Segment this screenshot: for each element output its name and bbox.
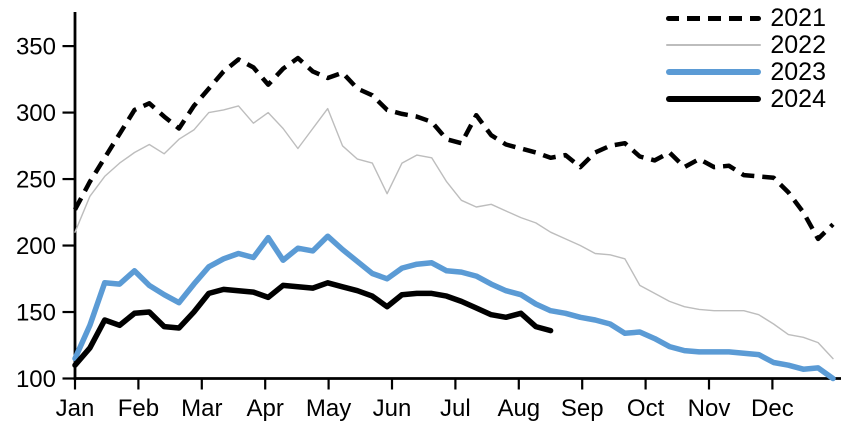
x-tick-label: Aug	[497, 395, 540, 422]
legend-item-2024: 2024	[666, 86, 826, 112]
y-tick-label: 250	[16, 167, 56, 194]
x-tick-label: Apr	[247, 395, 284, 422]
legend-line-sample-2023	[666, 69, 762, 75]
x-tick-label: Sep	[561, 395, 604, 422]
legend-item-2022: 2022	[666, 32, 826, 58]
series-line-2023	[72, 233, 836, 382]
y-tick-label: 150	[16, 300, 56, 327]
legend-label-2023: 2023	[770, 57, 826, 86]
legend-label-2024: 2024	[770, 84, 826, 113]
series-line-2021	[73, 55, 835, 242]
x-tick-label: Jul	[440, 395, 471, 422]
x-tick-label: Feb	[118, 395, 159, 422]
legend-item-2023: 2023	[666, 59, 826, 85]
legend-line-sample-2021	[666, 15, 762, 21]
y-tick-label: 300	[16, 100, 56, 127]
x-tick-label: Nov	[688, 395, 731, 422]
legend-label-2022: 2022	[770, 30, 826, 59]
series-line-2022	[74, 105, 834, 360]
x-tick-label: Oct	[627, 395, 665, 422]
x-tick-label: Mar	[181, 395, 222, 422]
x-tick-label: Jan	[56, 395, 95, 422]
x-tick-label: Dec	[751, 395, 794, 422]
legend-line-sample-2022	[666, 44, 762, 46]
y-tick-label: 100	[16, 366, 56, 393]
series-line-2024	[72, 280, 554, 368]
legend: 2021 2022 2023 2024	[666, 5, 826, 112]
x-tick-label: Jun	[373, 395, 412, 422]
legend-item-2021: 2021	[666, 5, 826, 31]
y-tick-label: 350	[16, 34, 56, 61]
y-tick-label: 200	[16, 233, 56, 260]
legend-label-2021: 2021	[770, 3, 826, 32]
legend-line-sample-2024	[666, 96, 762, 102]
x-tick-label: May	[306, 395, 351, 422]
